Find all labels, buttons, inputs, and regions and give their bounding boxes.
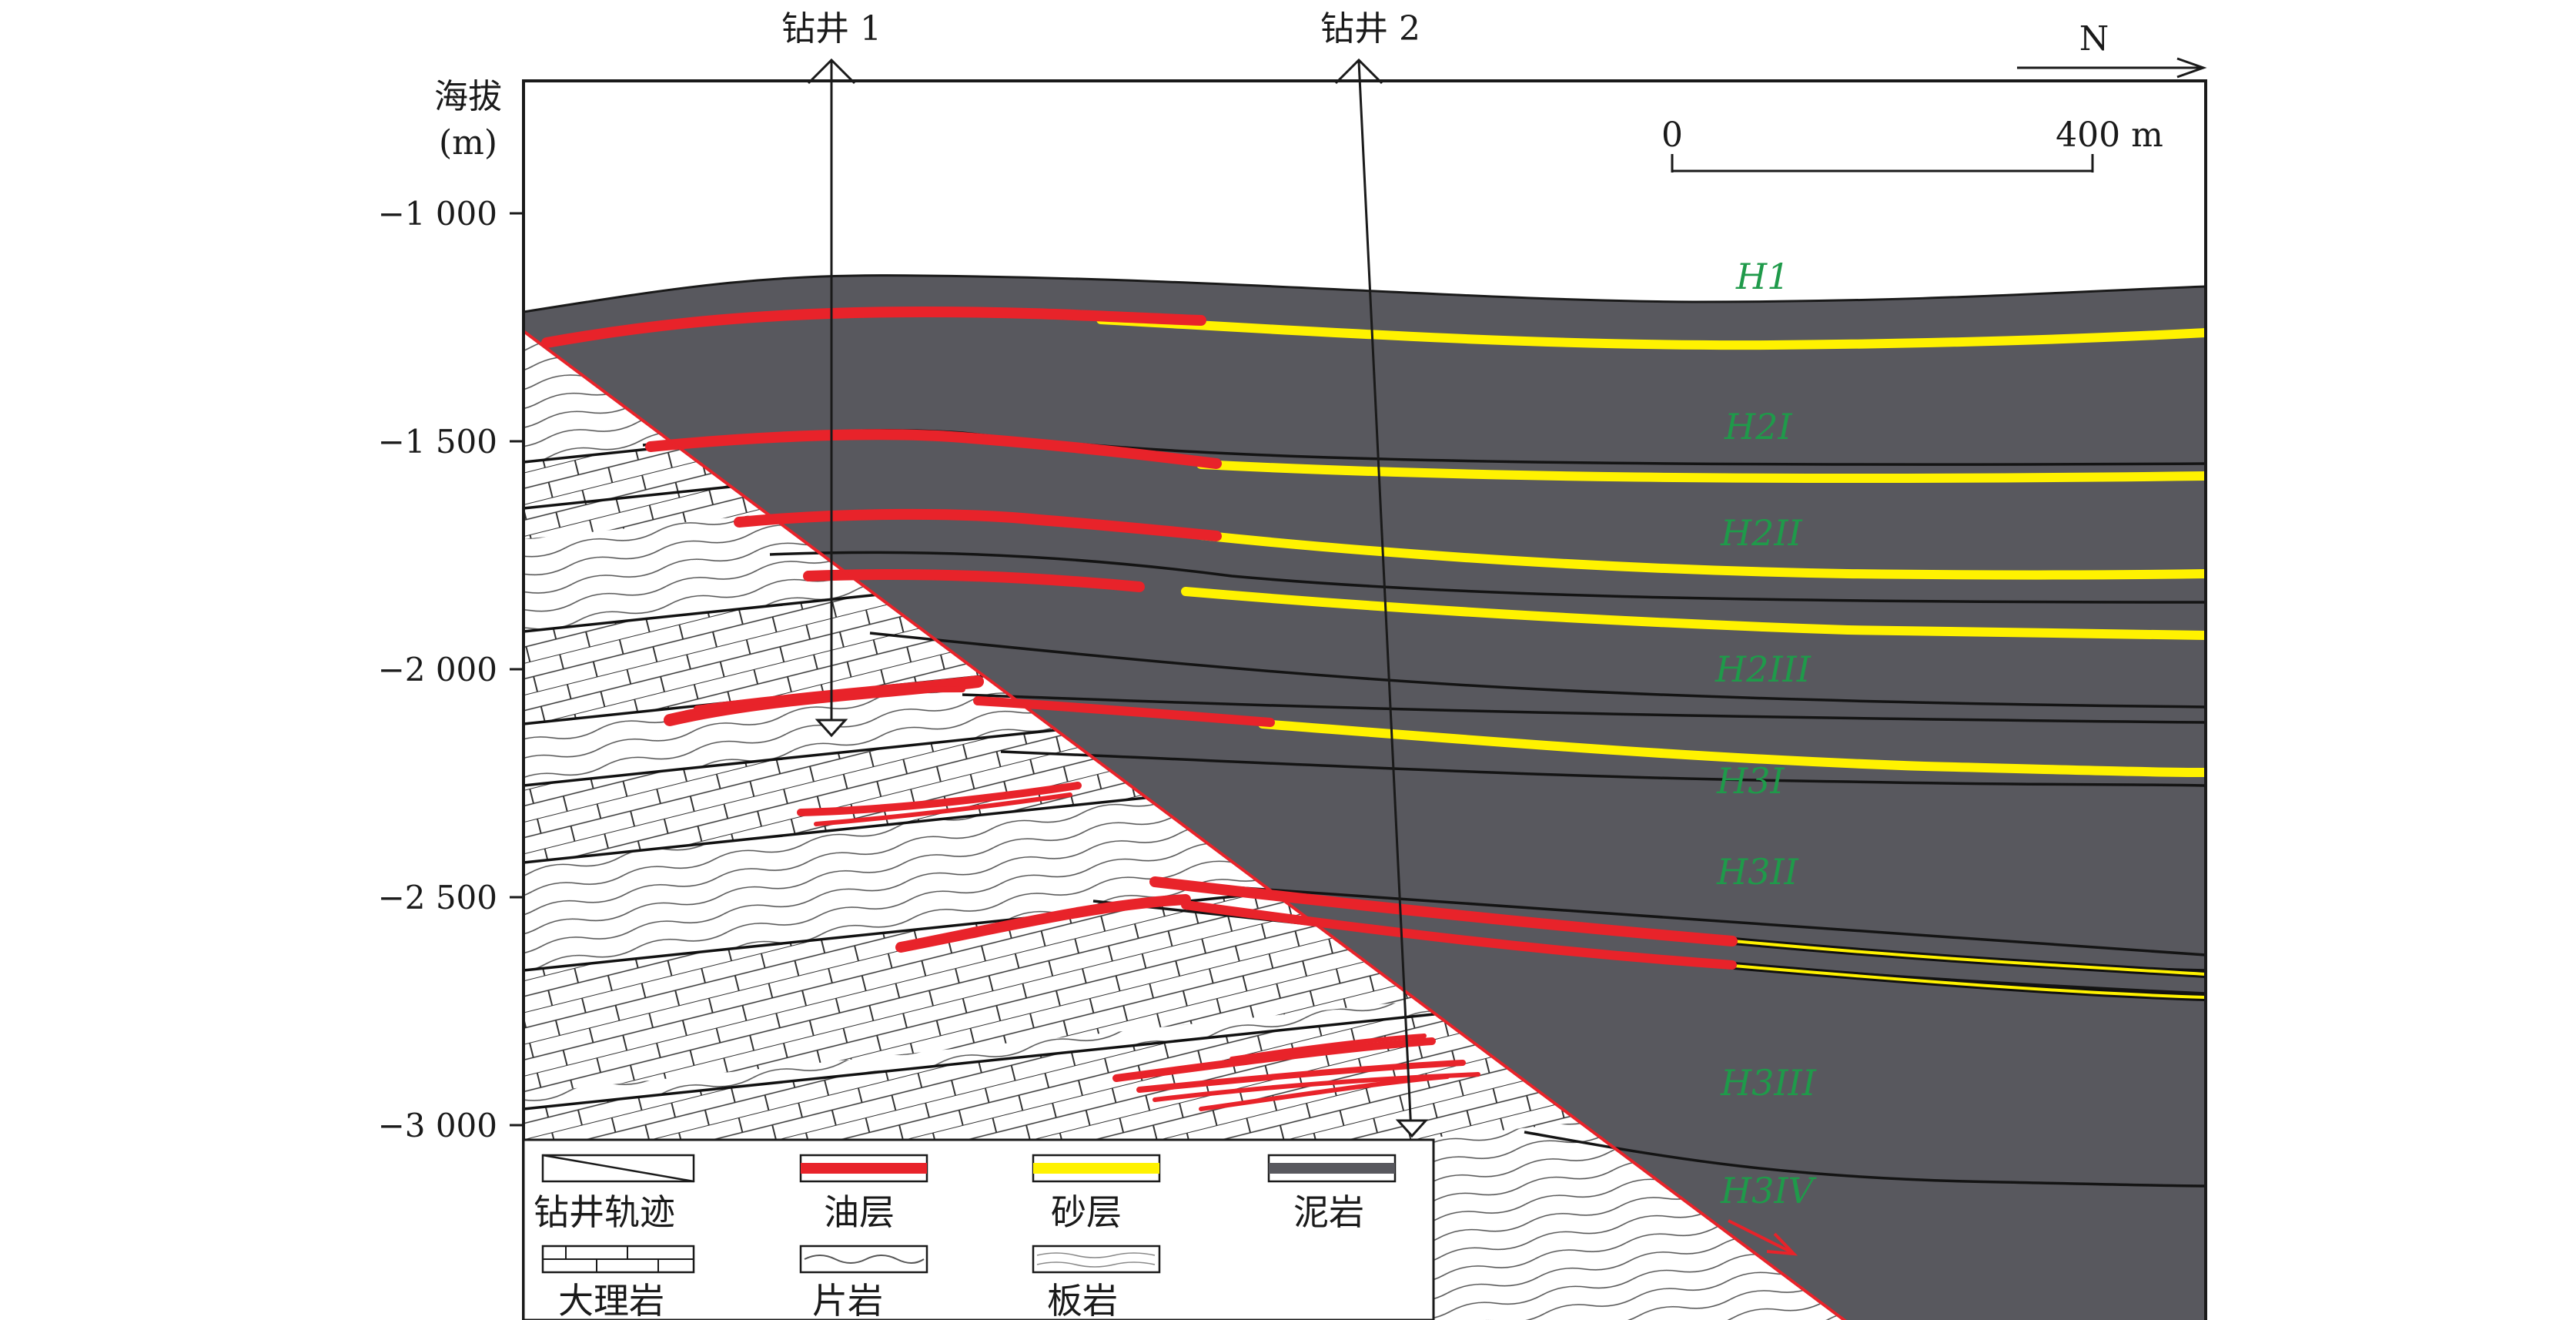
scale-bar — [1671, 154, 2094, 173]
legend-label-oil: 油层 — [824, 1191, 895, 1233]
horizon-label: H3IV — [1720, 1170, 1818, 1211]
elevation-axis-title: 海拔 — [434, 77, 502, 116]
horizon-label: H2II — [1720, 512, 1803, 554]
legend: 钻井轨迹 油层 砂层 泥岩 大理岩 片岩 板岩 — [522, 1138, 1435, 1320]
legend-label-slate: 板岩 — [1047, 1280, 1118, 1320]
well-trajectory-1 — [807, 58, 856, 738]
north-label: N — [2079, 19, 2109, 59]
horizon-label: H1 — [1735, 256, 1789, 297]
mudstone-body — [524, 274, 2206, 1320]
legend-label-mudstone: 泥岩 — [1293, 1191, 1364, 1233]
elevation-ticks — [510, 212, 524, 1127]
scale-start-label: 0 — [1661, 116, 1683, 155]
legend-swatch-well — [541, 1154, 695, 1183]
y-tick-label: −1 500 — [378, 423, 497, 461]
y-tick-label: −2 000 — [378, 651, 497, 688]
scale-end-label: 400 m — [2056, 116, 2163, 155]
section-frame — [522, 79, 2207, 1320]
north-arrow-icon — [2017, 57, 2207, 79]
sand-layers — [1096, 315, 2206, 777]
fault-arrow — [1728, 1219, 1798, 1256]
well-2-label: 钻井 2 — [1320, 9, 1420, 49]
legend-label-marble: 大理岩 — [558, 1280, 664, 1320]
horizon-label: H3III — [1720, 1062, 1817, 1104]
legend-swatch-marble — [541, 1245, 695, 1274]
y-tick-label: −3 000 — [378, 1107, 497, 1144]
legend-swatch-sand — [1032, 1154, 1161, 1183]
y-tick-label: −2 500 — [378, 879, 497, 916]
well-1-label: 钻井 1 — [781, 9, 882, 49]
horizon-label: H3I — [1716, 760, 1785, 802]
legend-swatch-schist — [799, 1245, 928, 1274]
legend-swatch-mudstone — [1267, 1154, 1397, 1183]
well-trajectory-2 — [1334, 58, 1429, 1138]
legend-swatch-oil — [799, 1154, 928, 1183]
elevation-axis-unit: (m) — [439, 123, 497, 162]
horizon-label: H3II — [1716, 851, 1799, 893]
legend-label-schist: 片岩 — [812, 1280, 883, 1320]
horizon-label: H2III — [1715, 648, 1812, 690]
legend-label-well: 钻井轨迹 — [534, 1191, 675, 1233]
thin-sand-layers — [1713, 936, 2206, 1001]
fault-line — [524, 330, 1847, 1320]
legend-label-sand: 砂层 — [1051, 1191, 1122, 1233]
horizon-label: H2I — [1724, 406, 1792, 447]
y-tick-label: −1 000 — [378, 195, 497, 233]
legend-swatch-slate — [1032, 1245, 1161, 1274]
